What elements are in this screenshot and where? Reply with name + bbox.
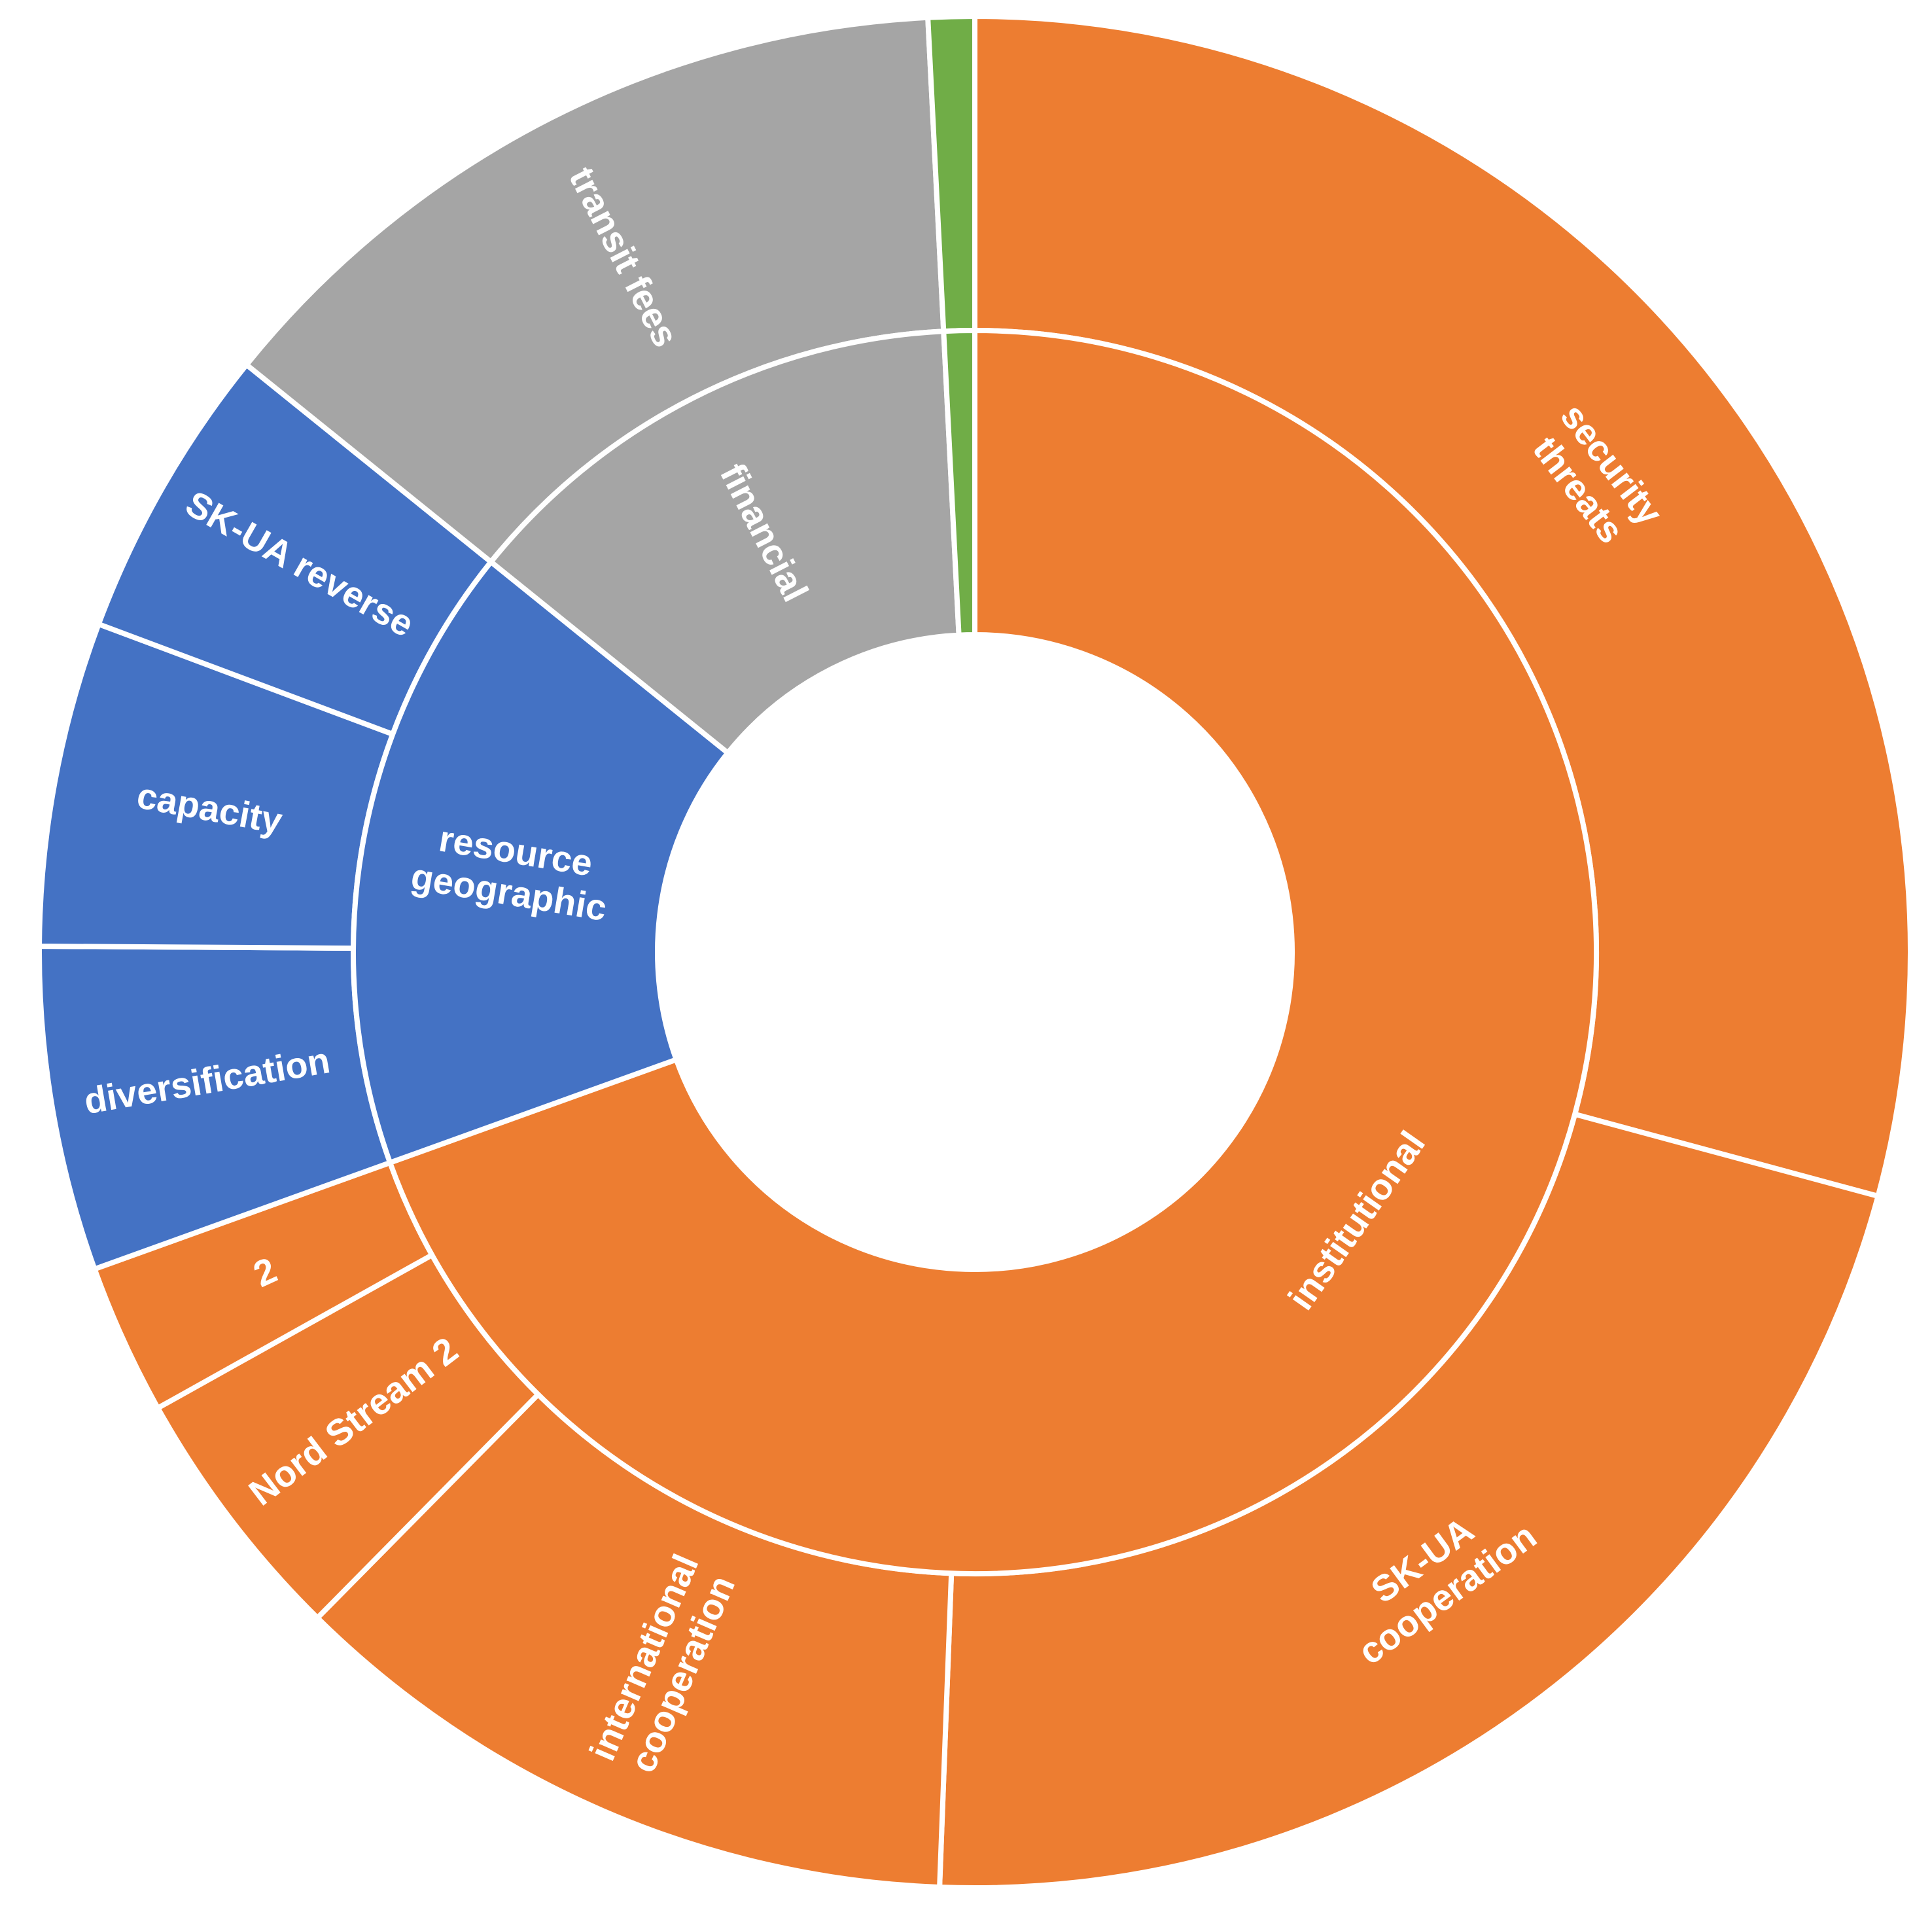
inner-segment-unlabeled-3 <box>941 327 977 638</box>
inner-segment-institutional <box>387 327 1599 1576</box>
inner-segment-financial <box>487 328 962 757</box>
inner-segment-resource-geographic <box>351 558 732 1166</box>
center-hole <box>660 637 1290 1267</box>
